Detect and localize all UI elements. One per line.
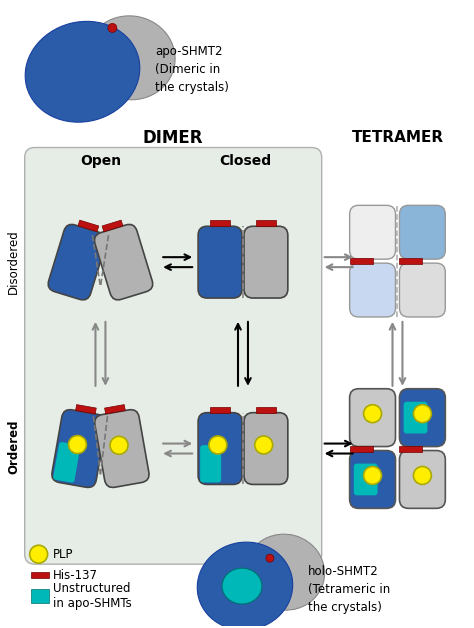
Bar [105,404,125,414]
FancyBboxPatch shape [25,148,322,564]
Circle shape [110,436,128,454]
Text: Unstructured
in apo-SHMTs: Unstructured in apo-SHMTs [53,582,131,610]
Ellipse shape [25,21,140,122]
Bar [210,407,230,413]
Text: Ordered: Ordered [7,420,20,474]
Bar [256,407,276,413]
FancyBboxPatch shape [244,226,288,298]
Ellipse shape [245,534,325,610]
Text: apo-SHMT2
(Dimeric in
the crystals): apo-SHMT2 (Dimeric in the crystals) [155,45,229,94]
FancyBboxPatch shape [95,409,149,487]
Text: Open: Open [80,154,121,168]
FancyBboxPatch shape [198,413,242,484]
FancyBboxPatch shape [400,450,446,508]
FancyBboxPatch shape [400,263,446,317]
FancyBboxPatch shape [350,450,395,508]
Bar [75,404,96,414]
Ellipse shape [86,16,175,100]
FancyBboxPatch shape [354,463,378,495]
Text: His-137: His-137 [53,568,98,582]
Circle shape [364,404,382,423]
Circle shape [108,23,117,33]
Circle shape [413,404,431,423]
Circle shape [255,436,273,454]
Bar [400,445,422,452]
Bar [210,220,230,226]
FancyBboxPatch shape [244,413,288,484]
Bar [78,220,99,232]
Bar [31,572,49,578]
Text: PLP: PLP [53,548,73,561]
Bar [350,445,373,452]
Bar [102,220,123,232]
FancyBboxPatch shape [403,402,428,433]
Bar [31,589,49,603]
Circle shape [364,467,382,484]
Text: Closed: Closed [219,154,271,168]
Text: DIMER: DIMER [143,129,203,146]
FancyBboxPatch shape [53,442,80,483]
Bar [256,220,276,226]
Bar [400,258,422,264]
FancyBboxPatch shape [52,409,106,487]
Text: holo-SHMT2
(Tetrameric in
the crystals): holo-SHMT2 (Tetrameric in the crystals) [308,565,390,614]
FancyBboxPatch shape [350,389,395,447]
Bar [350,258,373,264]
FancyBboxPatch shape [48,224,107,300]
FancyBboxPatch shape [350,205,395,259]
FancyBboxPatch shape [400,205,446,259]
FancyBboxPatch shape [94,224,153,300]
FancyBboxPatch shape [350,263,395,317]
FancyBboxPatch shape [200,445,221,482]
Ellipse shape [222,568,262,604]
Circle shape [68,436,86,453]
Circle shape [30,545,47,563]
Text: Disordered: Disordered [7,229,20,293]
FancyBboxPatch shape [198,226,242,298]
FancyBboxPatch shape [400,389,446,447]
Circle shape [266,554,274,562]
Circle shape [209,436,227,454]
Ellipse shape [197,542,293,628]
Circle shape [413,467,431,484]
Text: TETRAMER: TETRAMER [351,130,444,145]
